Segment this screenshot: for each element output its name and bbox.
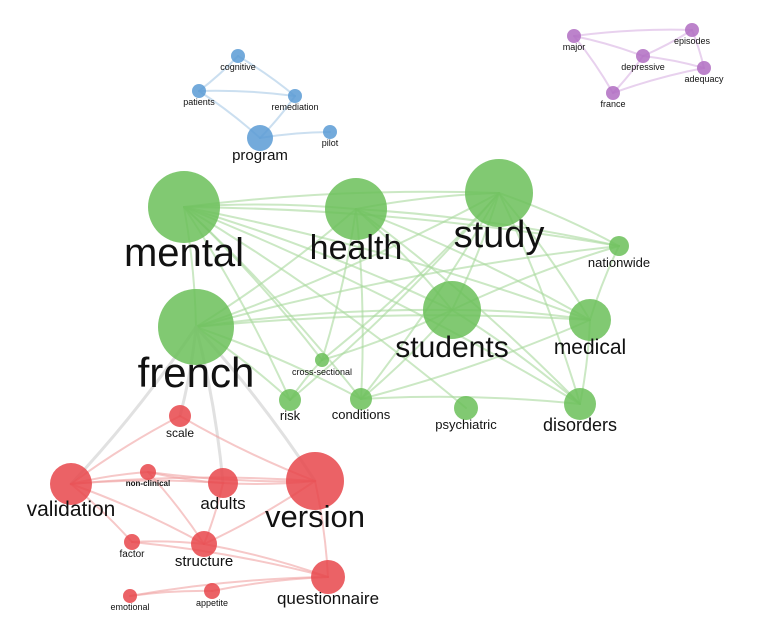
node-medical[interactable] [569,299,611,341]
edge-patients-remediation [198,89,296,97]
label-remediation[interactable]: remediation [271,102,318,112]
label-adults[interactable]: adults [200,494,245,513]
edge-mental-medical [183,206,591,321]
node-conditions[interactable] [350,388,372,410]
node-cross-sectional[interactable] [315,353,329,367]
label-study[interactable]: study [454,214,545,256]
label-emotional[interactable]: emotional [110,602,149,612]
label-questionnaire[interactable]: questionnaire [277,589,379,608]
node-major[interactable] [567,29,581,43]
edge-factor-questionnaire [131,541,329,578]
edge-emotional-questionnaire [129,576,329,597]
node-pilot[interactable] [323,125,337,139]
node-version[interactable] [286,452,344,510]
label-france[interactable]: france [600,99,625,109]
label-pilot[interactable]: pilot [322,138,339,148]
node-psychiatric[interactable] [454,396,478,420]
node-appetite[interactable] [204,583,220,599]
label-cross-sectional[interactable]: cross-sectional [292,367,352,377]
node-france[interactable] [606,86,620,100]
label-structure[interactable]: structure [175,553,233,570]
edge-french-nationwide [195,245,620,328]
edge-mental-students [183,206,453,311]
edge-major-episodes [573,28,693,37]
label-episodes[interactable]: episodes [674,36,711,46]
label-adequacy[interactable]: adequacy [684,74,724,84]
node-disorders[interactable] [564,388,596,420]
node-nationwide[interactable] [609,236,629,256]
edge-study-risk [289,192,500,401]
edge-mental-nationwide [183,206,620,247]
label-depressive[interactable]: depressive [621,62,665,72]
label-factor[interactable]: factor [119,549,145,560]
node-students[interactable] [423,281,481,339]
node-validation[interactable] [50,463,92,505]
label-patients[interactable]: patients [183,97,215,107]
edge-medical-conditions [360,319,591,400]
label-students[interactable]: students [395,331,508,364]
node-remediation[interactable] [288,89,302,103]
node-risk[interactable] [279,389,301,411]
label-mental[interactable]: mental [124,231,244,275]
node-structure[interactable] [191,531,217,557]
label-scale[interactable]: scale [166,426,194,440]
label-psychiatric[interactable]: psychiatric [435,417,497,432]
node-adults[interactable] [208,468,238,498]
label-layer: cognitive patients remediation program pilot… [27,36,724,612]
label-version[interactable]: version [265,499,365,534]
label-appetite[interactable]: appetite [196,598,228,608]
node-health[interactable] [325,178,387,240]
label-disorders[interactable]: disorders [543,415,617,435]
label-health[interactable]: health [310,229,403,267]
edge-french-medical [195,314,591,328]
node-factor[interactable] [124,534,140,550]
node-emotional[interactable] [123,589,137,603]
label-french[interactable]: french [138,349,255,396]
label-nationwide[interactable]: nationwide [588,255,650,270]
node-layer [50,23,711,603]
label-cognitive[interactable]: cognitive [220,62,256,72]
label-validation[interactable]: validation [27,498,116,521]
node-depressive[interactable] [636,49,650,63]
node-questionnaire[interactable] [311,560,345,594]
node-patients[interactable] [192,84,206,98]
node-mental[interactable] [148,171,220,243]
label-medical[interactable]: medical [554,336,626,359]
node-study[interactable] [465,159,533,227]
label-non-clinical[interactable]: non-clinical [126,479,170,488]
node-adequacy[interactable] [697,61,711,75]
edge-study-french [195,192,500,328]
node-episodes[interactable] [685,23,699,37]
node-cognitive[interactable] [231,49,245,63]
edge-france-adequacy [612,67,705,94]
label-major[interactable]: major [563,42,586,52]
label-conditions[interactable]: conditions [332,407,391,422]
edge-mental-disorders [183,206,581,405]
node-non-clinical[interactable] [140,464,156,480]
node-french[interactable] [158,289,234,365]
node-scale[interactable] [169,405,191,427]
label-program[interactable]: program [232,147,288,164]
node-program[interactable] [247,125,273,151]
label-risk[interactable]: risk [280,408,301,423]
